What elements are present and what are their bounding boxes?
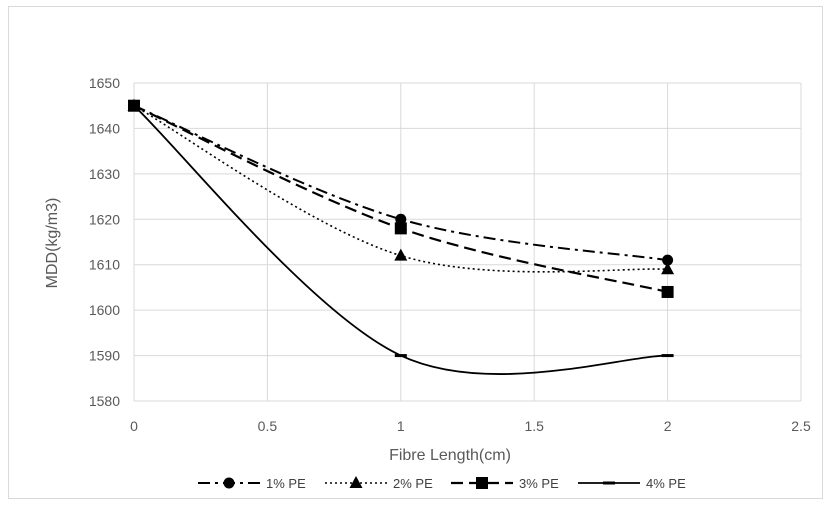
x-tick-label: 1 [397,418,405,434]
x-tick-label: 0 [130,418,138,434]
legend-item: 2% PE [325,476,433,491]
series [127,98,675,375]
x-axis-title: Fibre Length(cm) [389,447,511,464]
y-tick-label: 1650 [89,75,120,91]
legend-marker [476,477,488,489]
data-point [661,285,674,298]
legend-marker [603,481,615,485]
legend-label: 2% PE [393,476,433,491]
legend-label: 3% PE [519,476,559,491]
data-point [128,104,140,108]
series-line [133,104,668,262]
legend-label: 1% PE [266,476,306,491]
legend-item: 4% PE [578,476,686,491]
data-point [661,354,674,358]
x-tick-label: 2.5 [791,418,811,434]
data-point [394,354,407,358]
data-point [661,262,675,275]
legend-item: 1% PE [198,476,306,491]
legend-marker [223,477,235,489]
legend-marker [349,476,363,488]
y-tick-label: 1640 [89,120,120,136]
legend-item: 3% PE [451,476,559,491]
chart-frame [8,6,823,499]
tick-labels: 1580 1590 1600 1610 1620 1630 1640 1650 0 0.5 1 1.5… [89,75,811,434]
y-tick-label: 1600 [89,302,120,318]
x-tick-label: 2 [664,418,672,434]
legend: 1% PE 2% PE 3% PE 4% PE [198,476,686,491]
series-line [133,105,668,375]
y-tick-label: 1590 [89,348,120,364]
series-dash [128,104,674,375]
y-tick-label: 1610 [89,257,120,273]
y-tick-label: 1620 [89,211,120,227]
y-axis-title: MDD(kg/m3) [44,198,61,289]
y-tick-label: 1580 [89,393,120,409]
data-point [394,248,408,261]
x-tick-label: 1.5 [524,418,544,434]
grid [133,82,802,402]
data-point [662,254,674,266]
legend-label: 4% PE [646,476,686,491]
y-tick-label: 1630 [89,166,120,182]
series-square [128,99,674,298]
data-point [394,222,407,235]
data-point [395,213,407,225]
x-tick-label: 0.5 [258,418,278,434]
